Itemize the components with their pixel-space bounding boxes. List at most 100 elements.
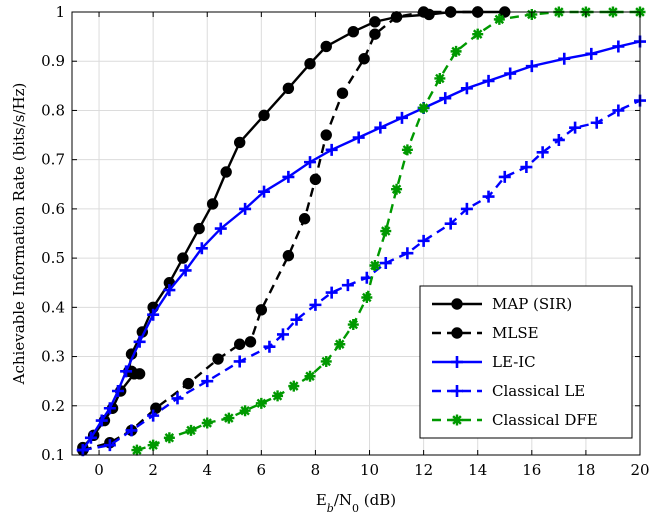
data-point-marker [103,439,116,452]
data-point-marker [482,190,495,203]
data-point-marker [352,131,365,144]
data-point-marker [201,417,213,429]
x-axis-title-unit: (dB) [359,491,396,509]
x-axis-title-sep: /N [334,491,352,509]
data-point-marker [206,198,219,210]
legend-marker [451,356,463,368]
data-point-marker [320,129,332,141]
data-point-marker [552,133,565,146]
series-2 [77,6,484,456]
data-point-marker [320,40,332,53]
data-point-marker [282,249,295,262]
data-point-marker [612,40,625,53]
data-point-marker [439,92,452,105]
data-point-marker [612,104,625,117]
data-point-marker [369,16,381,28]
data-point-marker [536,146,549,159]
data-point-marker [444,217,457,230]
data-point-marker [369,259,381,271]
legend-marker [451,327,463,339]
data-point-marker [111,385,124,398]
data-point-marker [239,405,251,417]
data-point-marker [233,355,246,368]
data-point-marker [255,397,267,409]
data-point-marker [276,328,289,341]
data-point-marker [320,355,332,367]
data-point-marker [347,25,359,38]
data-point-marker [325,143,338,156]
legend-entry: MAP (SIR) [432,295,572,313]
x-tick-label: 18 [576,461,595,479]
x-axis-title-sub2: 0 [352,502,359,515]
data-point-marker [131,444,143,456]
x-axis-title-main: E [316,491,327,509]
y-tick-label: 0.6 [41,200,65,218]
data-point-marker [472,28,484,40]
y-tick-label: 0.8 [41,101,65,119]
data-point-marker [590,116,603,129]
data-point-marker [309,173,322,186]
data-point-marker [95,414,108,427]
data-point-marker [179,264,192,277]
legend-entry: Classical DFE [432,411,598,429]
legend: MAP (SIR) MLSE LE-IC Classical LE Classical … [419,285,633,439]
data-point-marker [460,202,473,215]
data-point-marker [163,432,175,444]
y-tick-label: 0.9 [41,52,65,70]
data-point-marker [336,87,349,99]
data-point-marker [147,308,160,321]
data-point-marker [585,47,598,60]
data-point-marker [380,225,392,237]
data-point-marker [171,392,184,405]
legend-label: Classical DFE [492,411,598,429]
legend-entry: Classical LE [432,382,585,400]
y-tick-label: 0.7 [41,151,65,169]
data-point-marker [504,67,517,80]
data-point-marker [244,336,257,348]
series-line [82,99,641,452]
data-point-marker [395,111,408,124]
series-layer [76,6,646,457]
data-point-marker [220,166,232,178]
data-point-marker [558,52,571,65]
data-point-marker [223,412,235,424]
data-point-marker [233,338,246,350]
data-point-marker [460,82,473,95]
data-point-marker [233,136,246,149]
data-point-marker [282,82,295,94]
y-tick-label: 0.1 [41,446,65,464]
legend-label: MAP (SIR) [492,295,572,313]
data-point-marker [334,338,346,350]
plot-frame [71,11,641,456]
x-axis-title-sub1: b [327,502,334,515]
y-tick-label: 0.5 [41,249,65,267]
data-point-marker [185,424,197,436]
data-point-marker [369,28,381,40]
data-point-marker [84,431,97,444]
data-point-marker [120,365,133,378]
legend-marker [451,414,463,426]
x-tick-label: 4 [202,461,212,479]
data-point-marker [272,390,284,402]
data-point-marker [434,72,446,84]
data-point-marker [309,298,322,311]
data-point-marker [133,335,146,348]
data-point-marker [304,370,316,382]
data-point-marker [341,279,354,292]
x-axis-title: Eb/N0 (dB) [316,491,396,515]
data-point-marker [147,409,160,422]
legend-entry: LE-IC [432,353,536,371]
legend-marker [451,385,463,397]
data-point-marker [298,213,311,225]
data-point-marker [525,60,538,73]
data-point-marker [418,102,430,114]
data-point-marker [103,402,116,415]
data-point-marker [391,183,403,195]
legend-label: Classical LE [492,382,585,400]
y-tick-label: 0.4 [41,298,65,316]
series-3 [76,35,646,457]
data-point-marker [401,144,413,156]
x-tick-label: 0 [94,461,104,479]
y-tick-label: 0.2 [41,397,65,415]
y-tick-label: 1 [55,3,65,21]
